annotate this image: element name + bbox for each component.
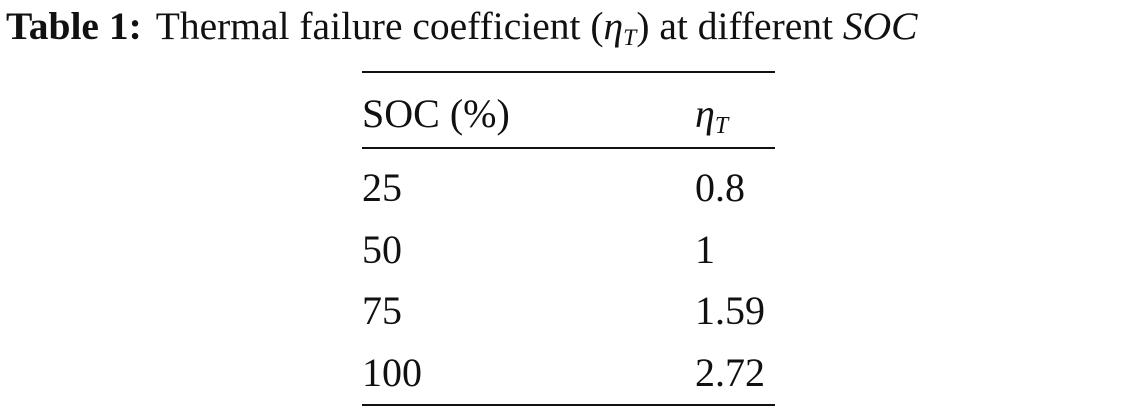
mid-rule <box>362 147 775 149</box>
top-rule <box>362 71 775 73</box>
caption-text: Thermal failure coefficient ( <box>155 4 604 48</box>
caption-label: Table 1: <box>6 4 142 48</box>
table-cell: 1 <box>695 226 715 272</box>
caption-variable: SOC <box>842 4 918 48</box>
table-cell: 25 <box>362 165 402 210</box>
header-subscript: T <box>714 113 729 139</box>
caption-subscript: T <box>623 24 637 51</box>
caption-symbol: η <box>603 4 624 48</box>
header-cell: SOC (%) <box>362 91 510 136</box>
table-cell: 100 <box>362 349 422 395</box>
caption-text: ) at different <box>636 4 843 48</box>
header-symbol: η <box>695 91 715 136</box>
header-cell: ηT <box>695 90 728 150</box>
bottom-rule <box>362 404 775 406</box>
table-cell: 2.72 <box>695 349 765 395</box>
table-cell: 50 <box>362 226 402 272</box>
table-caption: Table 1: Thermal failure coefficient (ηT)… <box>6 2 918 62</box>
table-cell: 75 <box>362 288 402 333</box>
table-cell: 1.59 <box>695 288 765 333</box>
table-cell: 0.8 <box>695 165 745 210</box>
